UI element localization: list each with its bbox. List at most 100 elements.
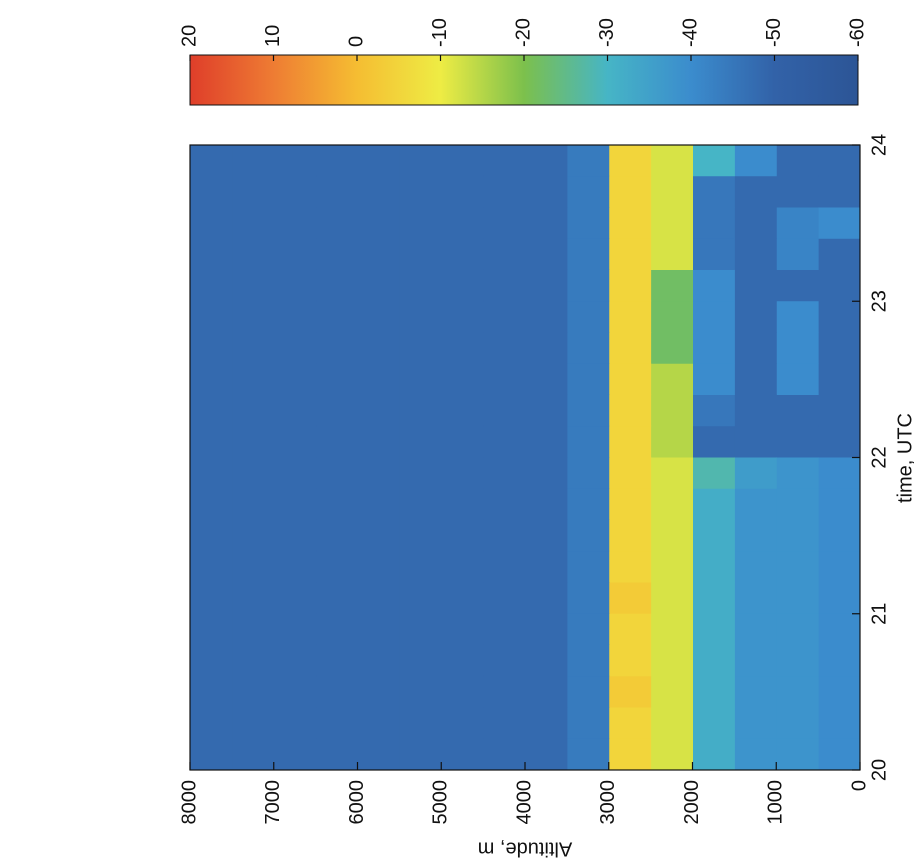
heatmap-cell [190,550,233,583]
heatmap-cell [818,175,861,208]
heatmap-cell [525,488,568,520]
heatmap-cell [566,613,610,645]
heatmap-cell [190,394,233,427]
heatmap-cell [608,175,652,208]
heatmap-cell [357,175,400,208]
heatmap-cell [608,613,652,645]
heatmap-cell [190,675,233,708]
heatmap-cell [399,175,442,208]
heatmap-cell [525,394,568,427]
heatmap-cell [734,425,777,458]
heatmap-cell [190,582,233,614]
heatmap-cell [399,488,442,520]
heatmap-cell [231,394,275,427]
heatmap-cell [273,707,317,739]
heatmap-cell [650,144,693,177]
heatmap-cell [190,707,233,739]
heatmap-cell [692,207,735,239]
heatmap-cell [315,707,358,739]
heatmap-cell [776,269,819,302]
heatmap-cell [566,144,610,177]
heatmap-cell [399,613,442,645]
heatmap-cell [483,488,526,520]
heatmap-cell [483,644,526,677]
heatmap-cell [566,488,610,520]
heatmap-cell [273,207,317,239]
heatmap-cell [231,613,275,645]
heatmap-cell [608,363,652,395]
heatmap-cell [650,207,693,239]
heatmap-cell [231,207,275,239]
heatmap-cell [818,613,861,645]
heatmap-cell [357,144,400,177]
heatmap-cell [483,582,526,614]
heatmap-cell [650,613,693,645]
heatmap-cell [776,300,819,333]
y-axis-label: Altitude, m [478,838,572,860]
colorbar-tick-label: 0 [345,36,367,47]
heatmap-cell [692,394,735,427]
heatmap-cell [692,144,735,177]
heatmap-cell [357,300,400,333]
heatmap-cell [525,300,568,333]
heatmap-cell [315,457,358,489]
heatmap-cell [441,488,484,520]
heatmap-cell [231,675,275,708]
heatmap-cell [357,519,400,552]
heatmap-cell [818,300,861,333]
heatmap-cell [692,644,735,677]
heatmap-cell [818,488,861,520]
heatmap-cell [692,363,735,395]
heatmap-cell [734,207,777,239]
heatmap-cell [190,738,233,770]
heatmap-cell [818,207,861,239]
heatmap-cell [441,582,484,614]
heatmap-cell [650,332,693,364]
heatmap-cell [608,269,652,302]
heatmap-cell [231,457,275,489]
heatmap-cell [566,238,610,270]
heatmap-cell [315,738,358,770]
heatmap-cell [608,675,652,708]
heatmap-cell [525,207,568,239]
heatmap-cell [273,488,317,520]
heatmap-cell [692,175,735,208]
heatmap-cell [190,207,233,239]
colorbar-tick-label: 20 [178,25,200,47]
heatmap-cell [818,238,861,270]
x-tick-label: 21 [868,603,890,625]
x-tick-label: 23 [868,290,890,312]
heatmap-cell [483,707,526,739]
heatmap-cell [608,332,652,364]
colorbar-tick-label: -10 [429,18,451,47]
heatmap-cell [357,675,400,708]
heatmap-cell [818,332,861,364]
heatmap-cell [399,675,442,708]
heatmap-cell [357,332,400,364]
heatmap-cell [776,738,819,770]
heatmap-cell [273,519,317,552]
heatmap-cell [273,675,317,708]
heatmap-cell [190,144,233,177]
heatmap-cell [399,238,442,270]
heatmap-cell [190,363,233,395]
heatmap-cell [734,613,777,645]
heatmap-cell [734,394,777,427]
heatmap-cell [483,300,526,333]
heatmap-cell [776,613,819,645]
heatmap-cell [734,707,777,739]
heatmap-cell [650,394,693,427]
heatmap-cell [818,644,861,677]
heatmap-cell [525,738,568,770]
heatmap-cell [776,457,819,489]
x-tick-label: 24 [868,134,890,156]
heatmap-cell [190,175,233,208]
heatmap-cell [776,363,819,395]
heatmap [190,144,861,770]
heatmap-cell [734,175,777,208]
heatmap-cell [483,425,526,458]
heatmap-cell [231,425,275,458]
heatmap-cell [231,550,275,583]
heatmap-cell [776,644,819,677]
